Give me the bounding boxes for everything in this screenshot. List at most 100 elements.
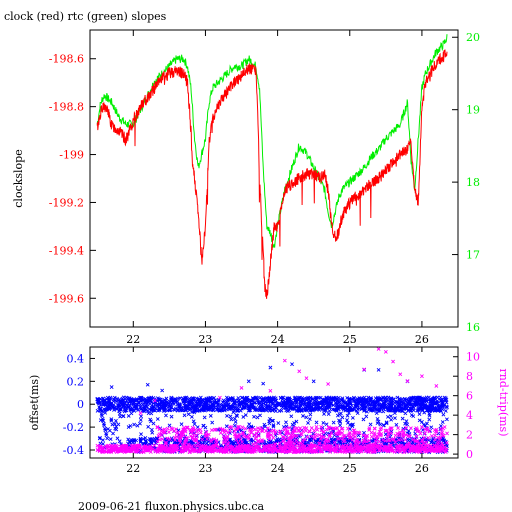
offset-point [306, 401, 311, 406]
offset-point [233, 419, 238, 424]
roundtrip-point [243, 426, 248, 431]
offset-point [256, 402, 261, 407]
offset-point [224, 424, 229, 429]
bottom-y2-tick-label: 4 [466, 409, 473, 422]
offset-scatter [97, 408, 449, 447]
offset-point [127, 439, 132, 444]
offset-point [117, 404, 122, 409]
offset-point [211, 408, 216, 413]
offset-point [383, 401, 387, 406]
offset-point [95, 408, 100, 413]
offset-point [397, 398, 402, 403]
offset-point [108, 437, 113, 442]
offset-point [435, 395, 440, 400]
offset-point [201, 398, 206, 403]
offset-point [437, 408, 442, 413]
offset-point [204, 400, 209, 405]
offset-point [323, 405, 328, 410]
bottom-y-tick-label: -0.4 [63, 444, 84, 457]
offset-point [108, 396, 112, 401]
top-y2-tick-label: 18 [466, 176, 480, 189]
offset-point [432, 395, 437, 400]
offset-point [269, 404, 273, 409]
offset-point [191, 419, 196, 424]
offset-point [356, 398, 361, 403]
offset-point [246, 404, 251, 409]
offset-point [223, 401, 228, 405]
offset-point [405, 422, 410, 427]
offset-point [294, 419, 299, 424]
bottom-y2-tick-label: 2 [466, 429, 473, 442]
roundtrip-outlier [383, 349, 388, 354]
offset-point [294, 398, 299, 402]
offset-point [377, 406, 382, 411]
offset-point [425, 421, 429, 426]
offset-point [261, 405, 265, 410]
offset-point [420, 407, 425, 411]
offset-point [331, 420, 336, 425]
roundtrip-point [339, 444, 343, 449]
top-y2-tick-label: 17 [466, 249, 480, 262]
offset-outlier [138, 436, 143, 441]
offset-point [367, 402, 372, 407]
offset-point [350, 415, 355, 420]
offset-point [148, 417, 153, 422]
offset-point [417, 418, 422, 423]
offset-point [271, 418, 276, 423]
roundtrip-outlier [282, 358, 287, 363]
offset-point [182, 401, 187, 406]
offset-point [98, 408, 103, 413]
offset-point [368, 407, 372, 411]
offset-point [418, 395, 422, 400]
offset-point [242, 396, 247, 401]
offset-point [201, 423, 206, 428]
bottom-chart: 22 23 24 25 260.40.20-0.2-0.4 0246810offset(m… [28, 346, 510, 475]
offset-point [352, 396, 356, 401]
offset-point [379, 402, 384, 407]
offset-point [342, 404, 347, 409]
offset-point [301, 413, 305, 418]
offset-point [279, 408, 284, 413]
offset-outlier [268, 365, 273, 370]
offset-point [389, 414, 393, 419]
offset-point [132, 422, 137, 427]
offset-point [216, 407, 221, 412]
offset-point [303, 407, 307, 412]
offset-point [188, 406, 193, 410]
offset-point [105, 436, 110, 441]
offset-point [347, 397, 351, 401]
offset-point [290, 422, 295, 427]
offset-point [98, 418, 103, 423]
offset-point [182, 413, 187, 418]
offset-point [202, 405, 207, 410]
roundtrip-outlier [376, 347, 381, 351]
roundtrip-point [419, 425, 424, 429]
offset-point [337, 400, 342, 405]
roundtrip-point [238, 444, 243, 449]
offset-point [115, 396, 119, 401]
offset-point [365, 409, 369, 414]
offset-point [261, 401, 266, 406]
offset-point [96, 397, 100, 402]
roundtrip-point [165, 426, 170, 431]
offset-point [213, 398, 218, 403]
roundtrip-outlier [405, 379, 410, 383]
roundtrip-point [193, 443, 198, 448]
offset-point [290, 401, 295, 406]
offset-point [102, 423, 107, 428]
offset-point [142, 409, 147, 414]
offset-point [270, 397, 275, 402]
offset-point [271, 424, 276, 429]
offset-point [128, 398, 133, 403]
offset-point [264, 396, 268, 401]
offset-point [414, 403, 419, 408]
roundtrip-point [373, 448, 378, 453]
offset-point [200, 434, 205, 439]
top-y2-tick-label: 16 [466, 321, 480, 334]
offset-point [131, 397, 136, 402]
offset-point [107, 428, 112, 433]
offset-point [397, 401, 401, 406]
roundtrip-point [445, 431, 449, 436]
offset-point [118, 399, 123, 403]
offset-point [304, 415, 309, 420]
